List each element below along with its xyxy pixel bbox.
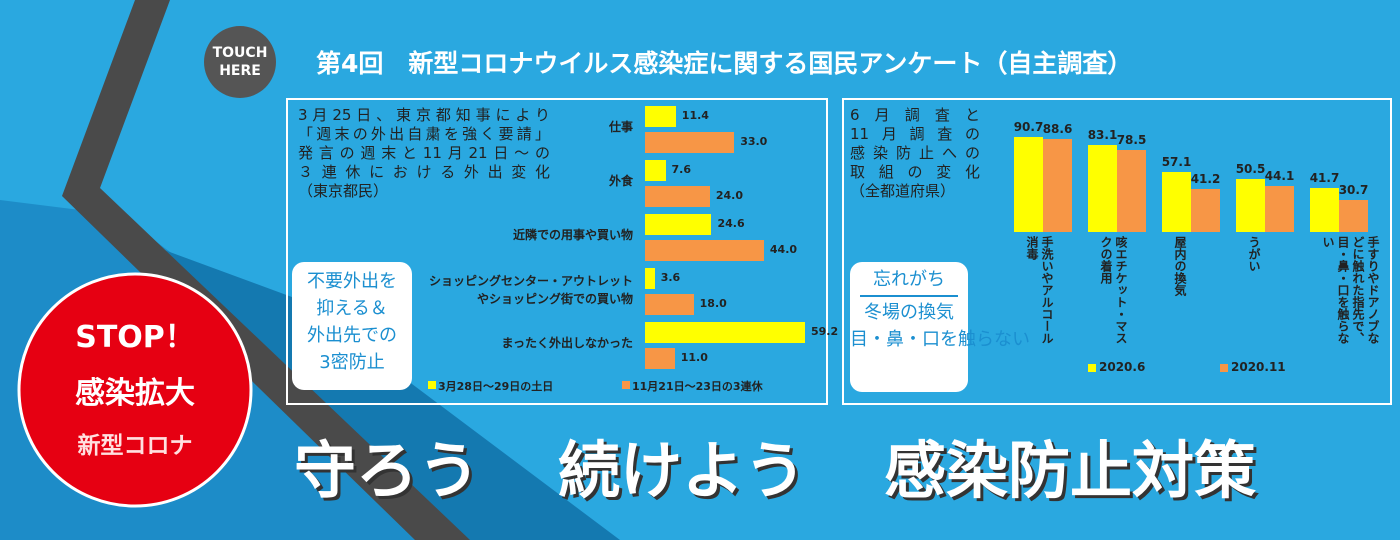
- bar: [1339, 199, 1368, 232]
- value-label: 24.6: [717, 217, 745, 230]
- bar: [645, 240, 764, 261]
- category-label: ショッピングセンター・アウトレット やショッピング街での買い物: [428, 274, 633, 306]
- chart-title-line: （全都道府県）: [850, 182, 956, 200]
- value-label: 41.2: [1190, 171, 1221, 186]
- bar: [645, 132, 735, 153]
- bar: [645, 106, 676, 127]
- bar: [1236, 178, 1265, 232]
- legend-swatch: [622, 381, 630, 389]
- category-label: 屋内の換気: [1173, 236, 1187, 296]
- legend-label: 2020.6: [1099, 360, 1146, 374]
- value-label: 11.0: [680, 351, 708, 364]
- chart-title-line: 取組の変化: [850, 163, 980, 181]
- category-label: うがい: [1247, 236, 1261, 272]
- bar: [645, 348, 675, 369]
- legend-label: 2020.11: [1231, 360, 1286, 374]
- slogan: 守ろう: [294, 434, 481, 507]
- value-label: 57.1: [1161, 155, 1192, 170]
- bar: [1014, 136, 1043, 232]
- legend-swatch: [1088, 364, 1096, 372]
- chart-title-line: ３連休における外出変化: [298, 163, 550, 181]
- value-label: 3.6: [660, 271, 681, 284]
- slogan: 続けよう: [558, 434, 807, 507]
- banner-title: 第4回 新型コロナウイルス感染症に関する国民アンケート（自主調査）: [316, 49, 1133, 78]
- note-line: 忘れがち: [860, 268, 958, 297]
- chart-title-line: 6月調査と: [850, 106, 980, 124]
- stop-line: STOP！: [75, 320, 195, 355]
- category-label: 近隣での用事や買い物: [512, 228, 633, 242]
- note-line: 抑える＆: [316, 298, 388, 319]
- note-box: 忘れがち冬場の換気目・鼻・口を触らない: [850, 262, 1030, 392]
- value-label: 90.7: [1013, 119, 1044, 134]
- stop-line: 感染拡大: [75, 376, 195, 411]
- legend-swatch: [428, 381, 436, 389]
- bar: [645, 322, 805, 343]
- value-label: 11.4: [681, 109, 709, 122]
- value-label: 50.5: [1235, 161, 1266, 176]
- chart-title-line: 3月25日、東京都知事により: [298, 106, 550, 124]
- note-line: 目・鼻・口を触らない: [850, 329, 1030, 350]
- note-line: 3密防止: [319, 352, 385, 373]
- legend-label: 3月28日～29日の土日: [438, 380, 554, 393]
- bar: [1043, 138, 1072, 232]
- bar: [645, 294, 694, 315]
- chart-title-line: 「週末の外出自粛を強く要請」: [298, 125, 550, 143]
- value-label: 59.2: [811, 325, 839, 338]
- note-line: 外出先での: [307, 325, 397, 346]
- bar: [1117, 149, 1146, 232]
- value-label: 7.6: [671, 163, 692, 176]
- slogan: 感染防止対策: [884, 434, 1257, 507]
- value-label: 78.5: [1116, 132, 1147, 147]
- touch-button[interactable]: TOUCH HERE: [204, 44, 276, 80]
- value-label: 24.0: [715, 189, 743, 202]
- touch-line[interactable]: TOUCH: [212, 45, 268, 61]
- bar: [1310, 188, 1339, 232]
- category-label: 仕事: [608, 120, 633, 134]
- bar: [1265, 185, 1294, 232]
- chart-title-line: 発言の週末と11月21日～の: [298, 144, 550, 162]
- chart-title-line: 感染防止への: [850, 144, 980, 162]
- chart-panel: [842, 98, 1392, 405]
- value-label: 33.0: [740, 135, 768, 148]
- value-label: 44.1: [1264, 168, 1295, 183]
- bar: [645, 214, 712, 235]
- bar: [1191, 188, 1220, 232]
- chart-title-line: （東京都民）: [298, 182, 389, 200]
- bar: [645, 268, 655, 289]
- bar: [1088, 144, 1117, 232]
- value-label: 18.0: [699, 297, 727, 310]
- category-label: 咳エチケット・マスクの着用: [1099, 236, 1128, 344]
- bar: [645, 186, 710, 207]
- touch-line[interactable]: HERE: [219, 63, 261, 79]
- bar: [1162, 172, 1191, 232]
- legend-label: 11月21日～23日の3連休: [632, 380, 763, 393]
- category-label: 手洗いやアルコール消毒: [1025, 236, 1054, 344]
- note-line: 不要外出を: [307, 271, 397, 292]
- chart-panel: [286, 98, 828, 405]
- value-label: 41.7: [1309, 171, 1340, 186]
- stop-line: 新型コロナ: [77, 433, 193, 459]
- value-label: 30.7: [1338, 182, 1369, 197]
- category-label: まったく外出しなかった: [501, 336, 633, 350]
- category-label: 外食: [608, 174, 633, 188]
- value-label: 83.1: [1087, 127, 1118, 142]
- note-line: 冬場の換気: [864, 302, 954, 323]
- value-label: 88.6: [1042, 121, 1073, 136]
- note-box: 不要外出を抑える＆ 外出先での 3密防止: [292, 262, 412, 390]
- category-label: 手すりやドアノブなどに触れた指先で、目・鼻・口を触らない: [1321, 236, 1380, 344]
- chart-title-line: 11月調査の: [850, 125, 980, 143]
- legend-swatch: [1220, 364, 1228, 372]
- value-label: 44.0: [769, 243, 798, 256]
- bar: [645, 160, 666, 181]
